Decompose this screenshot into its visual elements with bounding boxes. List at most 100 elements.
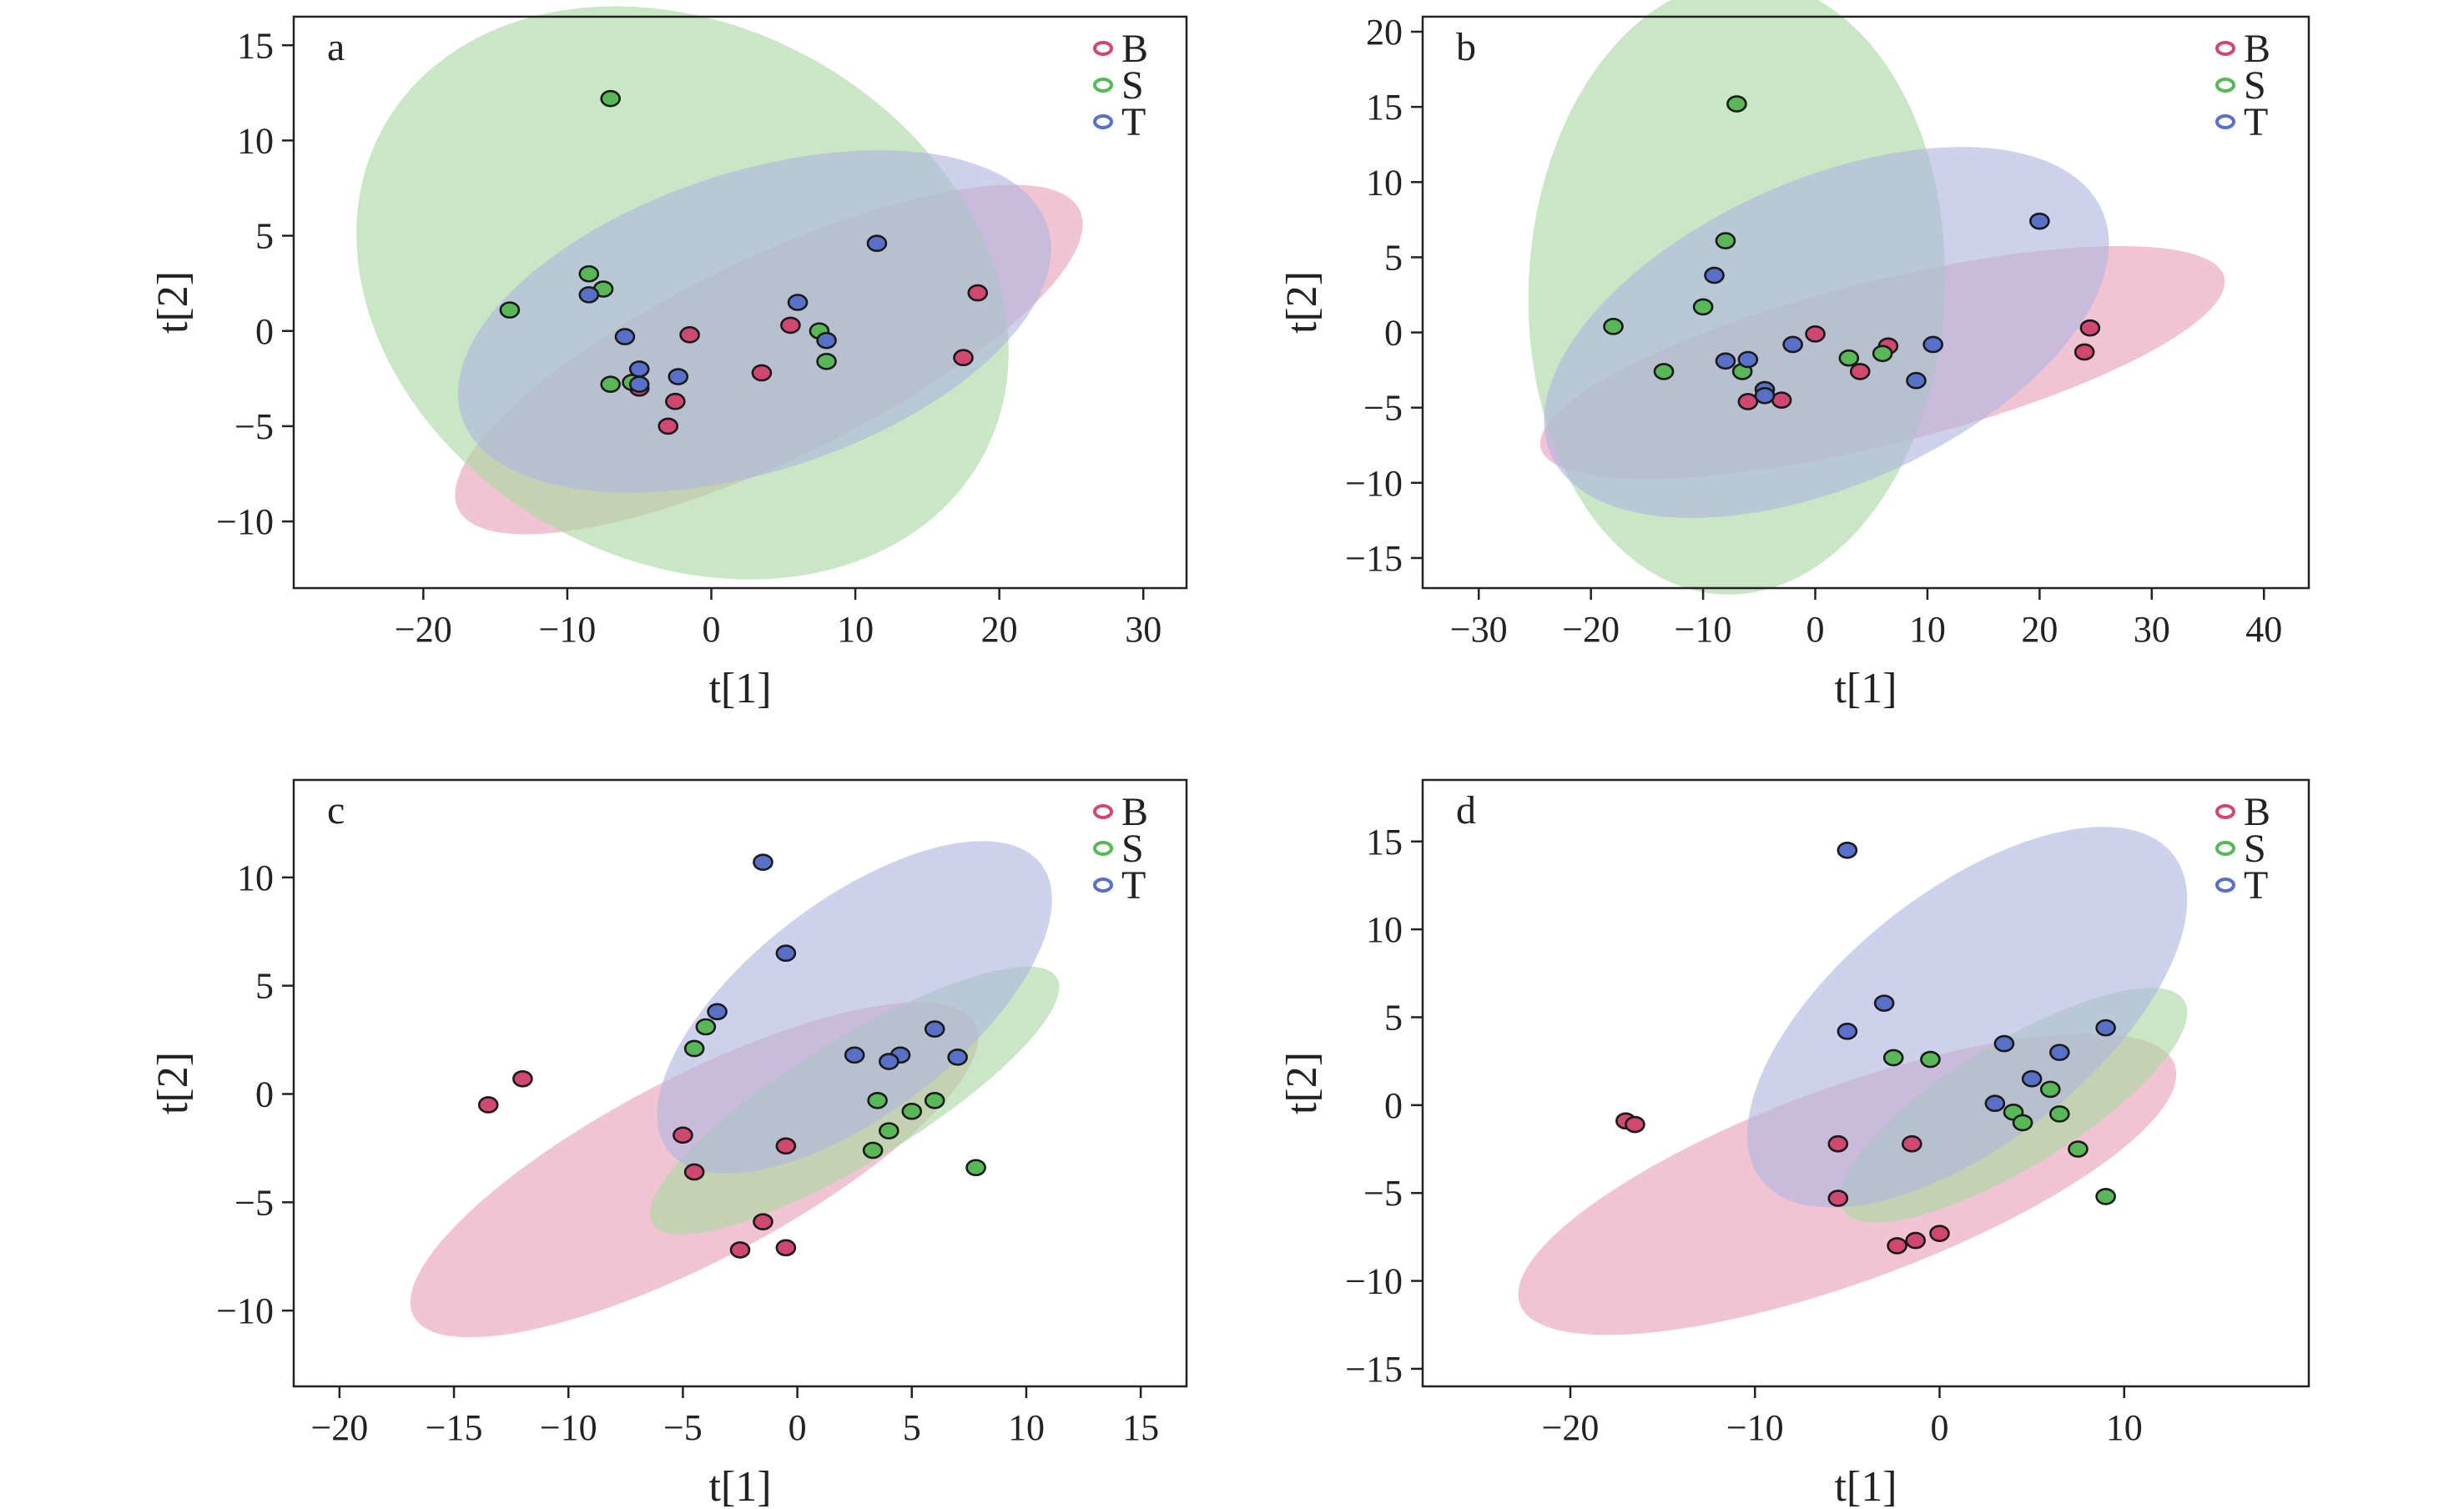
x-tick-label: −20	[1542, 1407, 1600, 1448]
x-tick-label: 15	[1122, 1407, 1159, 1448]
y-tick-label: 5	[255, 966, 274, 1007]
data-point-T	[753, 853, 773, 871]
y-tick-label: 0	[1384, 1085, 1403, 1126]
x-tick-label: 20	[2021, 609, 2058, 650]
x-tick-label: 40	[2245, 609, 2282, 650]
plot-frame	[1421, 778, 2310, 1388]
data-point-S	[695, 1018, 717, 1036]
x-tick-label: 30	[2134, 609, 2170, 650]
y-tick-label: 10	[237, 120, 274, 161]
y-tick-label: −10	[1345, 463, 1403, 504]
data-point-T	[866, 234, 888, 253]
y-tick-label: 5	[255, 216, 274, 257]
x-axis-title: t[1]	[708, 665, 771, 712]
data-point-B	[1905, 1231, 1927, 1250]
panel-letter: c	[327, 788, 345, 832]
data-point-T	[1837, 1023, 1858, 1040]
data-point-S	[816, 352, 837, 370]
legend-marker-B	[1093, 804, 1113, 819]
data-point-B	[512, 1070, 533, 1088]
data-point-B	[2073, 343, 2095, 361]
confidence-ellipse-T	[657, 841, 1052, 1174]
legend-label-S: S	[1121, 827, 1144, 871]
y-axis-title: t[2]	[149, 271, 197, 334]
y-axis-title: t[2]	[1278, 271, 1326, 334]
data-point-S	[499, 301, 521, 319]
legend-label-B: B	[2244, 27, 2270, 71]
x-tick-label: 0	[789, 1407, 807, 1448]
data-point-T	[844, 1046, 865, 1064]
legend-label-S: S	[2244, 63, 2266, 108]
data-point-T	[628, 375, 650, 393]
x-tick-label: 10	[837, 609, 874, 650]
data-point-T	[1922, 335, 1943, 354]
points-layer	[477, 853, 986, 1259]
y-tick-label: 0	[255, 311, 274, 352]
data-point-T	[668, 368, 689, 385]
legend-label-S: S	[1121, 63, 1144, 108]
data-point-S	[2012, 1114, 2033, 1132]
data-point-S	[901, 1102, 923, 1120]
x-tick-label: −10	[538, 609, 596, 650]
x-tick-label: 10	[1008, 1407, 1045, 1448]
x-tick-label: 0	[702, 609, 720, 650]
x-tick-label: −5	[663, 1407, 703, 1448]
y-axis-title: t[2]	[1278, 1052, 1326, 1114]
data-point-T	[1704, 266, 1725, 284]
y-tick-label: 0	[1384, 313, 1403, 354]
confidence-ellipse-T	[1747, 827, 2188, 1208]
data-point-T	[1837, 841, 1858, 859]
legend-marker-B	[2215, 804, 2235, 819]
data-point-S	[1715, 232, 1736, 249]
data-point-S	[1603, 318, 1624, 335]
ellipse-layer	[1528, 0, 2225, 595]
x-tick-label: −20	[1562, 609, 1620, 650]
y-tick-label: −15	[1345, 1349, 1403, 1390]
data-point-T	[707, 1003, 728, 1021]
data-point-T	[947, 1049, 968, 1066]
y-tick-label: −5	[1363, 388, 1403, 429]
legend-label-B: B	[1121, 790, 1148, 834]
x-tick-label: −30	[1450, 609, 1508, 650]
legend-label-T: T	[1121, 863, 1146, 908]
data-point-B	[477, 1096, 499, 1114]
data-point-B	[658, 417, 679, 435]
data-point-B	[780, 316, 801, 334]
data-point-B	[775, 1137, 797, 1155]
legend-label-B: B	[2244, 790, 2270, 834]
data-point-S	[2049, 1105, 2070, 1123]
data-point-T	[1715, 352, 1736, 370]
legend-marker-T	[1093, 878, 1113, 893]
legend-marker-T	[2215, 114, 2235, 129]
y-tick-label: −10	[216, 501, 274, 542]
x-tick-label: −20	[395, 609, 452, 650]
data-point-S	[862, 1141, 884, 1159]
legend-marker-T	[1093, 114, 1113, 129]
points-layer	[499, 89, 989, 435]
panel-letter: b	[1456, 25, 1476, 69]
y-tick-label: 5	[1384, 237, 1403, 278]
data-point-B	[1771, 391, 1792, 409]
data-point-S	[1882, 1049, 1904, 1067]
x-tick-label: 20	[981, 609, 1018, 650]
data-point-S	[2039, 1080, 2061, 1099]
x-tick-label: 0	[1806, 609, 1825, 650]
confidence-ellipse-T	[457, 150, 1051, 493]
legend-marker-S	[1093, 78, 1113, 93]
x-tick-label: −10	[540, 1407, 597, 1448]
data-point-T	[1993, 1034, 2015, 1053]
data-point-T	[614, 328, 636, 345]
data-point-S	[600, 89, 621, 108]
legend: BST	[2215, 790, 2270, 908]
data-point-T	[1737, 350, 1759, 369]
data-point-B	[679, 326, 700, 344]
data-point-T	[1984, 1094, 2006, 1113]
legend: BST	[1093, 27, 1148, 144]
data-point-T	[1782, 335, 1803, 354]
data-point-T	[1754, 386, 1776, 405]
data-point-S	[1872, 345, 1893, 363]
ellipse-layer	[410, 841, 1060, 1338]
x-tick-label: 0	[1931, 1407, 1949, 1448]
legend: BST	[1093, 790, 1148, 908]
y-axis-title: t[2]	[149, 1052, 197, 1114]
